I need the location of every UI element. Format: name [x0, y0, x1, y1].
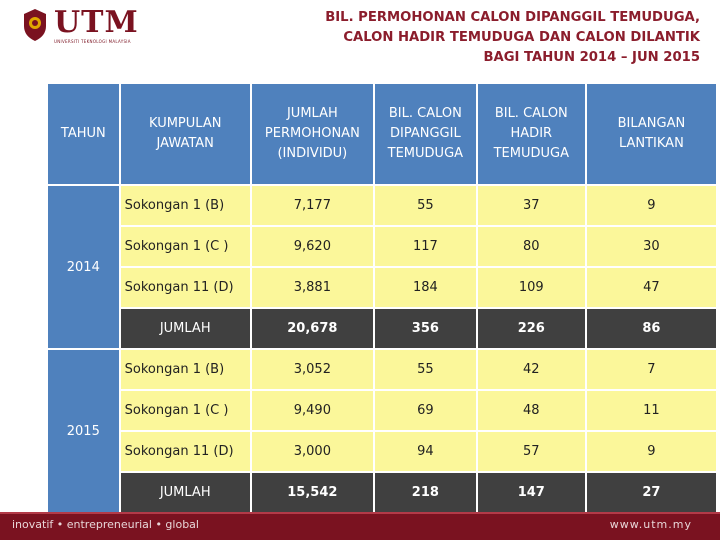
cell-jumlah: 7,177: [251, 186, 373, 225]
footer-divider: [0, 512, 720, 514]
interview-statistics-table: TAHUN KUMPULAN JAWATAN JUMLAH PERMOHONAN…: [46, 82, 718, 514]
cell-kumpulan: Sokongan 1 (B): [120, 350, 250, 389]
cell-dipanggil: 94: [374, 432, 476, 471]
cell-lantikan: 30: [586, 227, 716, 266]
title-line-3: BAGI TAHUN 2014 – JUN 2015: [483, 50, 700, 65]
cell-jumlah: 3,052: [251, 350, 373, 389]
table-row: Sokongan 1 (C ) 9,620 117 80 30: [48, 227, 716, 266]
table-header-row: TAHUN KUMPULAN JAWATAN JUMLAH PERMOHONAN…: [48, 84, 716, 184]
total-lantikan: 86: [586, 309, 716, 348]
table-row: Sokongan 11 (D) 3,881 184 109 47: [48, 268, 716, 307]
cell-kumpulan: Sokongan 11 (D): [120, 268, 250, 307]
total-dipanggil: 218: [374, 473, 476, 512]
cell-lantikan: 11: [586, 391, 716, 430]
header-calon-hadir: BIL. CALON HADIR TEMUDUGA: [477, 84, 585, 184]
cell-jumlah: 3,000: [251, 432, 373, 471]
logo-subtitle: UNIVERSITI TEKNOLOGI MALAYSIA: [54, 39, 131, 44]
total-hadir: 226: [477, 309, 585, 348]
year-cell-2014: 2014: [48, 186, 119, 348]
cell-dipanggil: 55: [374, 350, 476, 389]
total-label: JUMLAH: [120, 473, 250, 512]
cell-hadir: 80: [477, 227, 585, 266]
total-row-2014: JUMLAH 20,678 356 226 86: [48, 309, 716, 348]
header-jumlah-permohonan: JUMLAH PERMOHONAN (INDIVIDU): [251, 84, 373, 184]
cell-hadir: 57: [477, 432, 585, 471]
logo-wordmark: UTM: [54, 5, 139, 40]
title-line-1: BIL. PERMOHONAN CALON DIPANGGIL TEMUDUGA…: [325, 10, 700, 25]
cell-kumpulan: Sokongan 1 (C ): [120, 391, 250, 430]
cell-jumlah: 9,490: [251, 391, 373, 430]
total-row-2015: JUMLAH 15,542 218 147 27: [48, 473, 716, 512]
cell-hadir: 109: [477, 268, 585, 307]
cell-lantikan: 9: [586, 432, 716, 471]
cell-dipanggil: 117: [374, 227, 476, 266]
cell-dipanggil: 69: [374, 391, 476, 430]
slide-title: BIL. PERMOHONAN CALON DIPANGGIL TEMUDUGA…: [325, 8, 700, 68]
utm-crest-icon: [24, 9, 46, 41]
cell-dipanggil: 184: [374, 268, 476, 307]
total-label: JUMLAH: [120, 309, 250, 348]
total-jumlah: 20,678: [251, 309, 373, 348]
table-row: Sokongan 1 (C ) 9,490 69 48 11: [48, 391, 716, 430]
cell-lantikan: 47: [586, 268, 716, 307]
cell-kumpulan: Sokongan 1 (C ): [120, 227, 250, 266]
footer-bar: inovatif • entrepreneurial • global www.…: [0, 512, 720, 540]
header-kumpulan-jawatan: KUMPULAN JAWATAN: [120, 84, 250, 184]
table-row: 2014 Sokongan 1 (B) 7,177 55 37 9: [48, 186, 716, 348]
cell-hadir: 48: [477, 391, 585, 430]
table-row: 2015 Sokongan 1 (B) 3,052 55 42 7: [48, 350, 716, 512]
cell-jumlah: 9,620: [251, 227, 373, 266]
header-calon-dipanggil: BIL. CALON DIPANGGIL TEMUDUGA: [374, 84, 476, 184]
total-hadir: 147: [477, 473, 585, 512]
cell-kumpulan: Sokongan 1 (B): [120, 186, 250, 225]
year-cell-2015: 2015: [48, 350, 119, 512]
footer-slogan: inovatif • entrepreneurial • global: [12, 518, 199, 531]
cell-hadir: 37: [477, 186, 585, 225]
title-line-2: CALON HADIR TEMUDUGA DAN CALON DILANTIK: [343, 30, 700, 45]
cell-jumlah: 3,881: [251, 268, 373, 307]
cell-lantikan: 7: [586, 350, 716, 389]
cell-kumpulan: Sokongan 11 (D): [120, 432, 250, 471]
total-dipanggil: 356: [374, 309, 476, 348]
total-jumlah: 15,542: [251, 473, 373, 512]
cell-dipanggil: 55: [374, 186, 476, 225]
cell-hadir: 42: [477, 350, 585, 389]
table-row: Sokongan 11 (D) 3,000 94 57 9: [48, 432, 716, 471]
header-bilangan-lantikan: BILANGAN LANTIKAN: [586, 84, 716, 184]
total-lantikan: 27: [586, 473, 716, 512]
footer-url: www.utm.my: [609, 518, 692, 531]
header-tahun: TAHUN: [48, 84, 119, 184]
cell-lantikan: 9: [586, 186, 716, 225]
